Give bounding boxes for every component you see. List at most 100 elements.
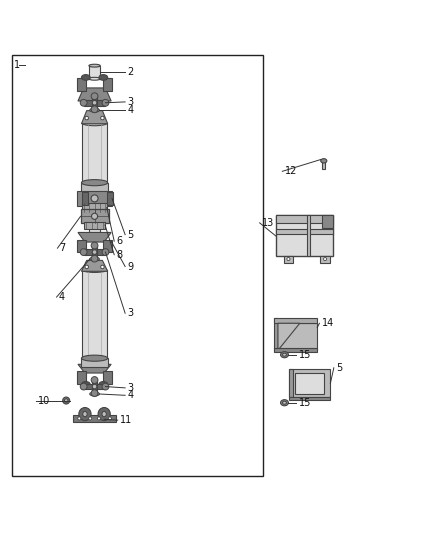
Bar (322, 161, 325, 169)
Ellipse shape (63, 397, 70, 404)
Ellipse shape (99, 75, 108, 80)
Bar (274, 318, 317, 323)
Ellipse shape (283, 353, 286, 356)
Bar (278, 323, 317, 350)
Bar (276, 215, 332, 256)
Bar (92, 246, 97, 259)
Ellipse shape (91, 242, 98, 249)
Polygon shape (278, 323, 300, 350)
Ellipse shape (90, 392, 99, 396)
Bar (92, 380, 97, 393)
Text: 6: 6 (117, 236, 123, 246)
Bar (289, 397, 330, 400)
Ellipse shape (88, 417, 92, 420)
Ellipse shape (81, 382, 90, 387)
Ellipse shape (82, 268, 107, 272)
Bar (274, 348, 317, 352)
Bar (81, 358, 108, 367)
Ellipse shape (91, 390, 98, 397)
Text: 2: 2 (127, 67, 134, 77)
Text: 5: 5 (336, 363, 342, 373)
Bar (103, 78, 112, 91)
Ellipse shape (101, 116, 104, 120)
Ellipse shape (321, 159, 327, 163)
Ellipse shape (64, 399, 68, 402)
Ellipse shape (92, 101, 97, 105)
Ellipse shape (91, 377, 98, 383)
Bar (84, 249, 106, 255)
Ellipse shape (92, 393, 97, 395)
Bar (77, 372, 86, 384)
Ellipse shape (281, 400, 288, 406)
Polygon shape (78, 88, 111, 101)
Text: 10: 10 (38, 395, 50, 406)
Text: 3: 3 (127, 383, 134, 393)
Bar (77, 78, 86, 91)
Ellipse shape (102, 383, 109, 390)
Ellipse shape (89, 233, 100, 237)
Bar (289, 369, 330, 398)
Bar (82, 123, 107, 188)
Ellipse shape (102, 249, 109, 255)
Ellipse shape (324, 257, 327, 261)
Ellipse shape (81, 75, 90, 80)
Text: 13: 13 (262, 218, 274, 228)
Bar (81, 209, 109, 223)
Bar (274, 318, 278, 350)
Bar (321, 215, 332, 228)
Bar (81, 183, 108, 193)
Bar (84, 100, 106, 106)
Bar (289, 369, 293, 398)
Ellipse shape (101, 265, 104, 269)
Text: 4: 4 (127, 105, 134, 115)
Ellipse shape (81, 180, 108, 185)
Ellipse shape (97, 417, 100, 420)
Ellipse shape (102, 411, 106, 417)
Ellipse shape (82, 121, 107, 126)
Ellipse shape (287, 257, 290, 261)
Text: 7: 7 (60, 243, 66, 253)
Bar (284, 256, 293, 263)
Bar (12, 55, 263, 476)
Ellipse shape (80, 99, 87, 106)
Ellipse shape (91, 93, 98, 100)
Ellipse shape (102, 99, 109, 106)
Text: 8: 8 (117, 250, 123, 260)
Bar (107, 192, 113, 205)
Text: 4: 4 (127, 390, 134, 400)
Ellipse shape (89, 226, 100, 229)
Bar (103, 240, 112, 252)
Text: 3: 3 (127, 308, 134, 318)
Ellipse shape (82, 360, 107, 365)
Bar (307, 215, 311, 256)
Bar (89, 227, 100, 235)
Ellipse shape (90, 257, 99, 261)
Ellipse shape (83, 411, 87, 417)
Bar (82, 192, 88, 205)
Ellipse shape (91, 195, 98, 202)
Ellipse shape (108, 417, 111, 420)
Text: 12: 12 (285, 166, 297, 176)
Ellipse shape (92, 109, 97, 111)
Bar (82, 203, 107, 212)
Ellipse shape (81, 355, 108, 361)
Ellipse shape (80, 249, 87, 255)
Text: 15: 15 (298, 350, 311, 360)
Ellipse shape (90, 108, 99, 112)
Ellipse shape (81, 249, 90, 255)
Ellipse shape (99, 249, 108, 255)
Text: 11: 11 (120, 415, 132, 425)
Ellipse shape (92, 250, 97, 254)
Bar (82, 270, 107, 362)
Polygon shape (81, 111, 108, 124)
Ellipse shape (98, 408, 110, 421)
Ellipse shape (85, 116, 88, 120)
Ellipse shape (85, 265, 88, 269)
Bar (103, 372, 112, 384)
Ellipse shape (89, 77, 100, 80)
Ellipse shape (92, 258, 97, 260)
Text: 14: 14 (321, 318, 334, 328)
Text: 1: 1 (14, 60, 20, 70)
Bar (92, 96, 97, 109)
Ellipse shape (91, 255, 98, 262)
